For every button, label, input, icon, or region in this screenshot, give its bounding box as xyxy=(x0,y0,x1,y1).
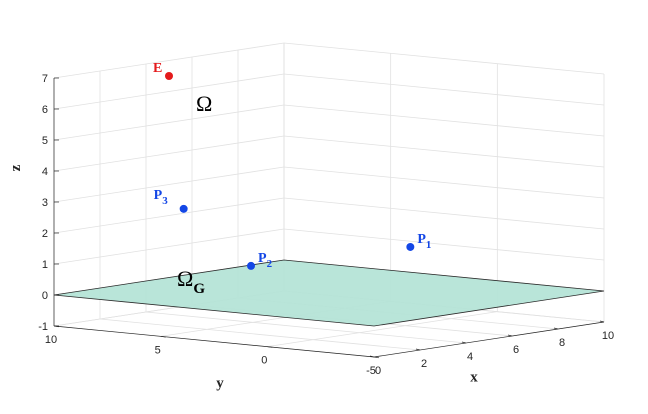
plane-layer xyxy=(53,259,605,327)
plane-label: ΩG xyxy=(177,266,205,297)
z-axis-label: z xyxy=(8,164,24,171)
grid-line xyxy=(283,166,605,199)
x-tick-label: 0 xyxy=(375,365,381,377)
z-tick-label: 4 xyxy=(42,166,48,178)
z-tick-label: 6 xyxy=(42,104,48,116)
grid-line xyxy=(283,135,605,168)
grid-line xyxy=(53,42,285,79)
y-tick-mark xyxy=(160,335,166,338)
data-point xyxy=(247,261,255,270)
point-label: P1 xyxy=(417,232,431,251)
data-point xyxy=(406,242,415,251)
y-axis-line xyxy=(53,325,375,358)
y-tick-label: -5 xyxy=(366,365,376,377)
plane-label-main: Ω xyxy=(177,266,193,291)
x-tick-mark xyxy=(507,334,513,337)
grid-line xyxy=(283,197,605,230)
y-tick-label: 0 xyxy=(261,355,267,367)
x-axis-label: x xyxy=(470,370,478,386)
z-tick-label: 5 xyxy=(42,135,48,147)
x-tick-label: 2 xyxy=(421,358,427,370)
x-tick-mark xyxy=(599,320,605,323)
x-tick-label: 6 xyxy=(513,344,519,356)
point-label: P2 xyxy=(258,251,273,270)
x-tick-mark xyxy=(415,348,421,351)
z-tick-label: 1 xyxy=(42,259,48,271)
z-tick-label: -1 xyxy=(38,321,48,333)
y-tick-label: 10 xyxy=(45,334,57,346)
y-tick-label: 5 xyxy=(155,344,161,356)
grid-line xyxy=(145,311,467,344)
point-label-main: E xyxy=(153,61,162,76)
point-label: E xyxy=(153,61,162,76)
ground-plane xyxy=(53,259,605,327)
z-tick-label: 2 xyxy=(42,228,48,240)
grid-line xyxy=(99,318,421,351)
grid-line xyxy=(53,104,285,141)
y-tick-mark xyxy=(373,356,380,359)
point-label-main: P xyxy=(258,251,267,266)
y-tick-mark xyxy=(267,346,273,348)
x-axis-line xyxy=(373,321,605,358)
data-point xyxy=(179,204,188,213)
data-point xyxy=(165,72,173,80)
x-tick-mark xyxy=(461,341,467,344)
point-label-sub: 3 xyxy=(162,195,168,207)
grid-line xyxy=(283,73,605,106)
grid-line xyxy=(283,104,605,137)
grid-line xyxy=(53,228,285,265)
y-tick-mark xyxy=(53,325,60,328)
grid-line xyxy=(283,42,605,75)
z-tick-label: 0 xyxy=(42,290,48,302)
point-label: P3 xyxy=(154,188,169,207)
region-label: Ω xyxy=(196,91,212,116)
grid-line xyxy=(53,197,285,234)
grid-line xyxy=(53,73,285,110)
x-tick-mark xyxy=(369,355,375,358)
grid-line xyxy=(53,135,285,172)
z-tick-label: 3 xyxy=(42,197,48,209)
y-axis-label: y xyxy=(216,376,224,392)
point-label-sub: 2 xyxy=(267,258,273,270)
grid-line xyxy=(283,228,605,261)
x-tick-mark xyxy=(553,327,559,330)
x-tick-label: 4 xyxy=(467,351,473,363)
plane-label-sub: G xyxy=(193,281,205,297)
x-tick-label: 8 xyxy=(559,337,565,349)
grid-line xyxy=(267,311,498,348)
point-label-sub: 1 xyxy=(426,239,432,251)
grid-line xyxy=(53,166,285,203)
point-label-main: P xyxy=(154,188,163,203)
point-label-main: P xyxy=(417,232,426,247)
z-tick-label: 7 xyxy=(42,73,48,85)
x-tick-label: 10 xyxy=(602,330,614,342)
